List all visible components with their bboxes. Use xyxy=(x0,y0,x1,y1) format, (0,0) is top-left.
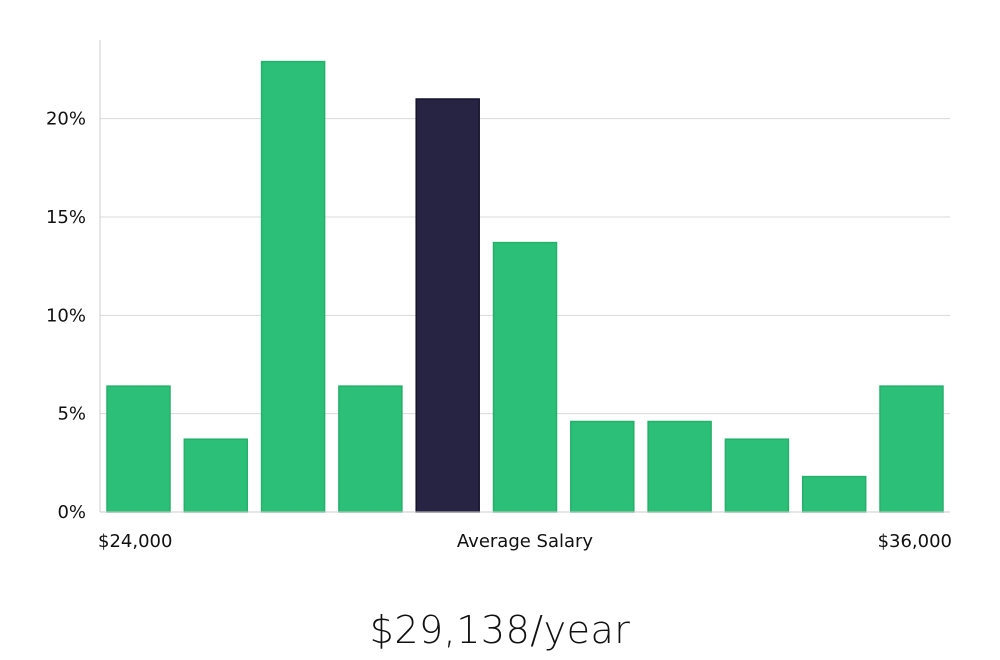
histogram-bar xyxy=(338,385,403,513)
x-start-label: $24,000 xyxy=(98,531,172,552)
y-tick-labels: 0% 5% 10% 15% 20% xyxy=(46,109,86,523)
x-axis-title: Average Salary xyxy=(457,531,594,552)
y-tick-label: 20% xyxy=(46,109,86,130)
histogram-bar xyxy=(879,385,944,513)
y-tick-label: 10% xyxy=(46,305,86,326)
y-tick-label: 15% xyxy=(46,207,86,228)
y-tick-label: 5% xyxy=(57,404,86,425)
axes xyxy=(99,40,950,513)
histogram-bar xyxy=(106,385,171,513)
y-tick-label: 0% xyxy=(57,502,86,523)
histogram-bar xyxy=(724,438,790,513)
histogram-bar xyxy=(183,438,249,513)
histogram-bar xyxy=(570,420,635,513)
histogram-bar xyxy=(260,60,326,513)
x-end-label: $36,000 xyxy=(878,531,952,552)
salary-histogram: 0% 5% 10% 15% 20% $24,000 Average Salary $36… xyxy=(46,40,952,552)
histogram-bar xyxy=(647,420,712,513)
histogram-bar xyxy=(492,241,558,513)
histogram-bar xyxy=(801,475,867,513)
histogram-bars xyxy=(106,60,944,513)
histogram-bar-highlighted xyxy=(415,98,480,513)
average-salary-value: $29,138/year xyxy=(369,608,631,652)
